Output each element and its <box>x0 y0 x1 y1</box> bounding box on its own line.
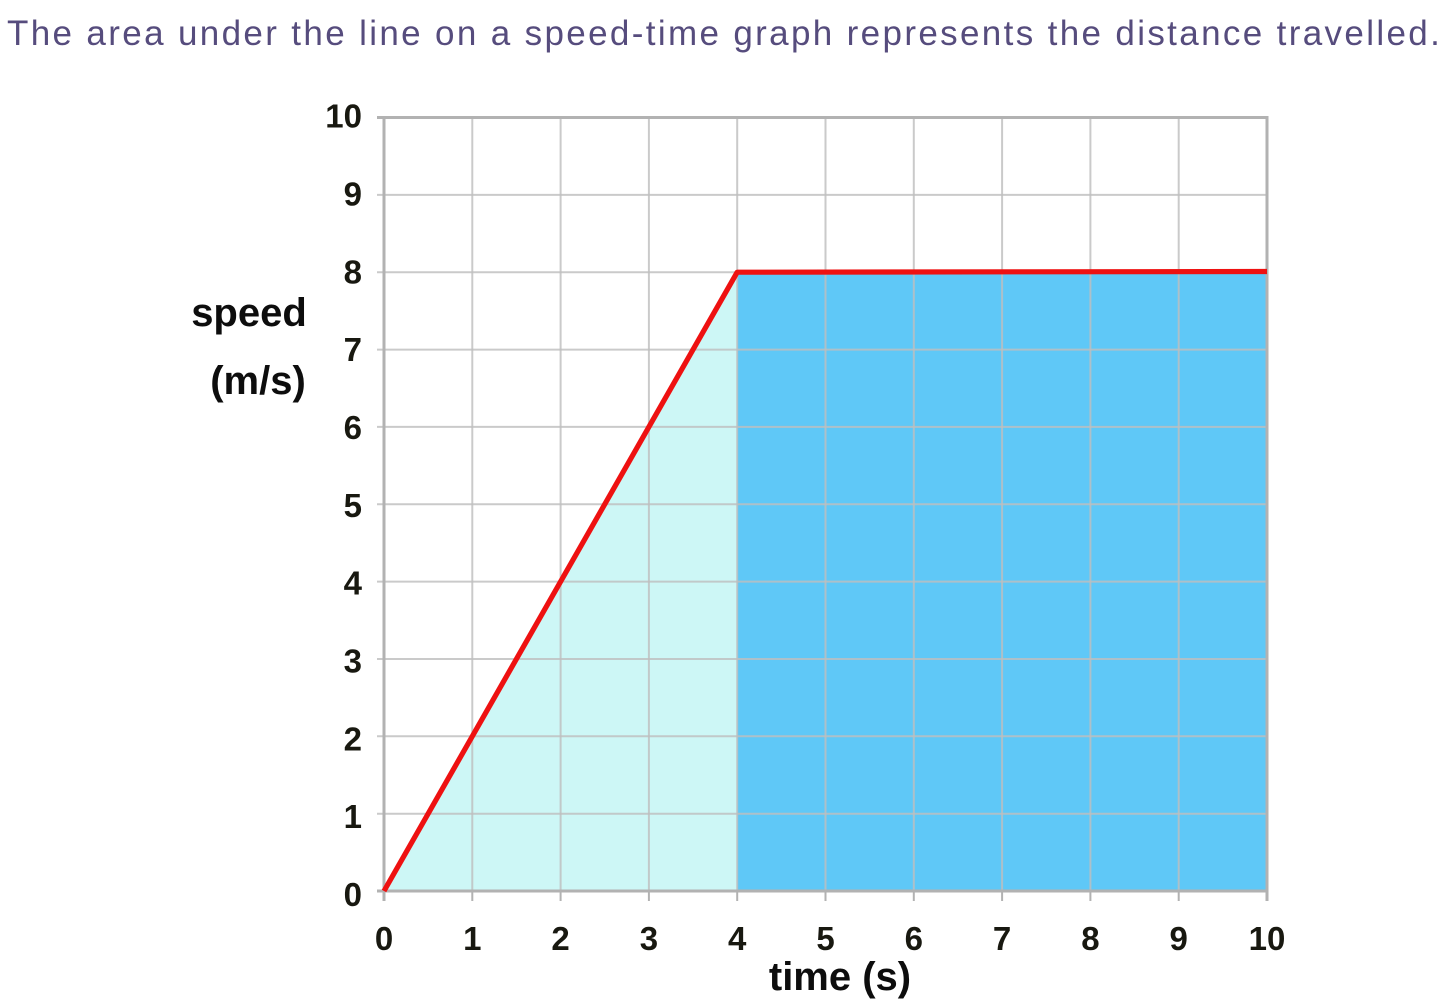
svg-text:8: 8 <box>344 253 362 290</box>
svg-text:1: 1 <box>463 920 481 957</box>
svg-text:4: 4 <box>728 920 747 957</box>
svg-text:2: 2 <box>551 920 569 957</box>
svg-text:0: 0 <box>344 876 362 913</box>
svg-text:5: 5 <box>816 920 834 957</box>
svg-text:2: 2 <box>344 720 362 757</box>
svg-text:10: 10 <box>325 98 362 135</box>
svg-text:1: 1 <box>344 798 362 835</box>
svg-text:7: 7 <box>344 331 362 368</box>
svg-text:0: 0 <box>375 920 393 957</box>
svg-text:3: 3 <box>640 920 658 957</box>
svg-text:time (s): time (s) <box>769 955 911 999</box>
svg-text:(m/s): (m/s) <box>210 359 306 403</box>
svg-text:6: 6 <box>905 920 923 957</box>
svg-text:4: 4 <box>344 565 363 602</box>
svg-text:10: 10 <box>1249 920 1286 957</box>
svg-text:6: 6 <box>344 409 362 446</box>
svg-text:5: 5 <box>344 487 362 524</box>
svg-text:7: 7 <box>993 920 1011 957</box>
svg-text:9: 9 <box>344 176 362 213</box>
svg-text:9: 9 <box>1170 920 1188 957</box>
svg-text:speed: speed <box>191 291 307 335</box>
svg-text:3: 3 <box>344 642 362 679</box>
svg-text:8: 8 <box>1081 920 1099 957</box>
